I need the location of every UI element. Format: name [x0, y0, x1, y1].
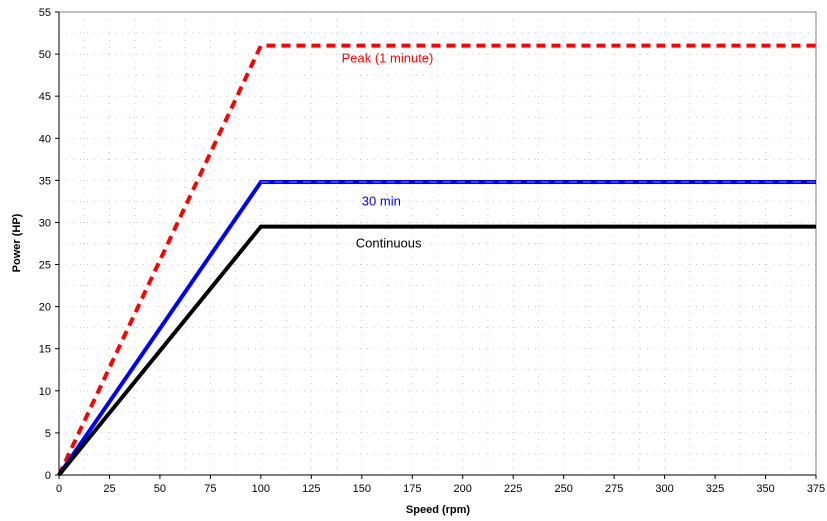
- y-tick-label: 50: [39, 49, 51, 61]
- y-tick-label: 25: [39, 260, 51, 272]
- series-line-continuous: [57, 224, 816, 477]
- x-tick-label: 175: [403, 483, 421, 495]
- series-line-peak-1-minute: [57, 43, 816, 476]
- x-tick-label: 25: [103, 483, 115, 495]
- x-tick-label: 125: [302, 483, 320, 495]
- y-tick-label: 10: [39, 386, 51, 398]
- series-label: Continuous: [356, 236, 422, 251]
- x-tick-label: 300: [655, 483, 673, 495]
- series-label: 30 min: [362, 194, 401, 209]
- x-tick-label: 50: [154, 483, 166, 495]
- x-tick-label: 275: [605, 483, 623, 495]
- y-tick-label: 55: [39, 7, 51, 19]
- y-tick-label: 0: [45, 470, 51, 482]
- y-tick-label: 45: [39, 91, 51, 103]
- y-tick-label: 40: [39, 133, 51, 145]
- y-tick-label: 15: [39, 344, 51, 356]
- x-axis-title: Speed (rpm): [406, 504, 471, 516]
- x-tick-label: 150: [353, 483, 371, 495]
- x-tick-label: 250: [554, 483, 572, 495]
- series-layer: [57, 43, 816, 477]
- y-tick-label: 30: [39, 217, 51, 229]
- y-tick-label: 5: [45, 428, 51, 440]
- grid-lines: [59, 12, 816, 475]
- x-tick-label: 325: [706, 483, 724, 495]
- x-tick-label: 100: [252, 483, 270, 495]
- x-tick-label: 225: [504, 483, 522, 495]
- x-tick-label: 0: [56, 483, 62, 495]
- x-tick-label: 375: [807, 483, 825, 495]
- series-labels: Peak (1 minute) 30 min Continuous: [342, 51, 434, 251]
- x-tick-label: 350: [756, 483, 774, 495]
- y-tick-label: 35: [39, 175, 51, 187]
- y-axis-title: Power (HP): [11, 213, 23, 272]
- x-tick-label: 200: [454, 483, 472, 495]
- series-label: Peak (1 minute): [342, 51, 434, 66]
- y-tick-label: 20: [39, 302, 51, 314]
- x-tick-label: 75: [204, 483, 216, 495]
- axes: 0 25 50 75 100 125 150 175 200 225 250 275 300 325 350…: [39, 7, 825, 495]
